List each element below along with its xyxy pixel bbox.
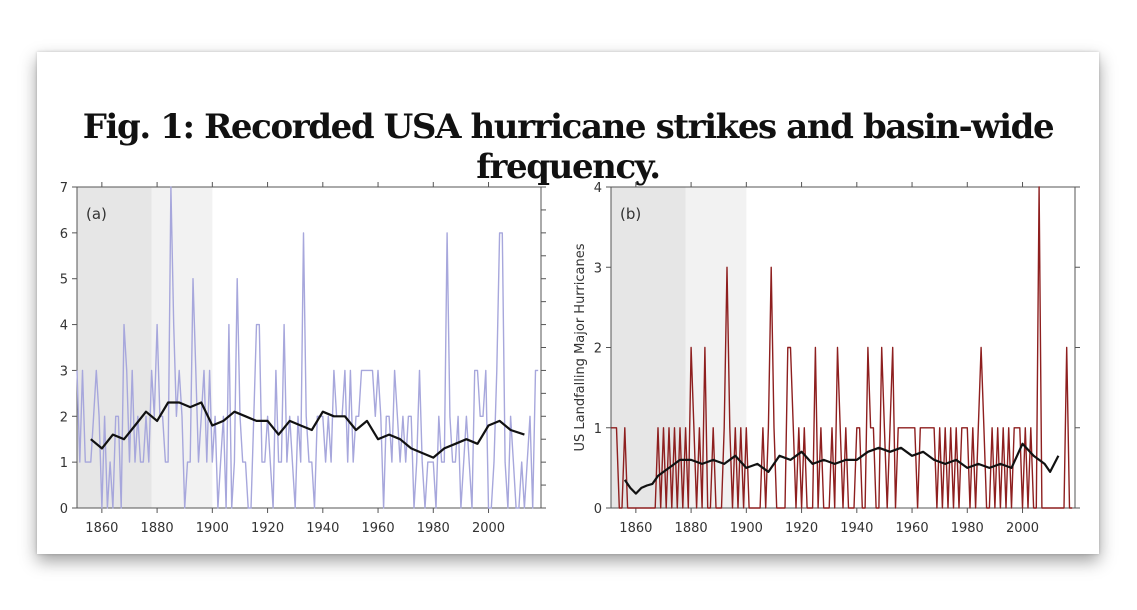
y-tick-label: 0 <box>594 502 602 517</box>
x-tick-label: 1900 <box>730 521 763 536</box>
y-tick-label: 3 <box>60 364 68 379</box>
running-mean-line <box>623 442 1060 495</box>
running-mean-line <box>90 401 525 459</box>
x-tick-label: 1980 <box>951 521 984 536</box>
x-tick-label: 1860 <box>619 521 652 536</box>
panel-label: (b) <box>620 205 641 223</box>
y-tick-label: 5 <box>60 273 68 288</box>
x-tick-label: 1960 <box>896 521 929 536</box>
x-tick-label: 2000 <box>1006 521 1039 536</box>
x-tick-label: 1880 <box>141 521 174 536</box>
shaded-period <box>151 187 213 508</box>
shaded-period <box>611 187 686 508</box>
annual-series-line <box>611 186 1073 509</box>
y-tick-label: 0 <box>60 502 68 517</box>
y-tick-label: 3 <box>594 261 602 276</box>
x-tick-label: 1860 <box>85 521 118 536</box>
y-tick-label: 4 <box>594 181 602 196</box>
x-tick-label: 1960 <box>362 521 395 536</box>
figure-card: Fig. 1: Recorded USA hurricane strikes a… <box>37 52 1099 554</box>
y-tick-label: 1 <box>594 422 602 437</box>
x-tick-label: 1920 <box>251 521 284 536</box>
figure-title: Fig. 1: Recorded USA hurricane strikes a… <box>82 107 1055 187</box>
x-tick-label: 2000 <box>472 521 505 536</box>
y-tick-label: 6 <box>60 227 68 242</box>
x-tick-label: 1900 <box>196 521 229 536</box>
x-tick-label: 1980 <box>417 521 450 536</box>
y-tick-label: 2 <box>60 410 68 425</box>
y-tick-label: 4 <box>60 319 68 334</box>
x-tick-label: 1880 <box>675 521 708 536</box>
x-tick-label: 1940 <box>840 521 873 536</box>
annual-series-line <box>76 186 539 509</box>
panel-label: (a) <box>86 205 107 223</box>
y-axis-title: US Landfalling Major Hurricanes <box>573 243 588 451</box>
y-tick-label: 7 <box>60 181 68 196</box>
y-tick-label: 1 <box>60 456 68 471</box>
x-tick-label: 1940 <box>306 521 339 536</box>
x-tick-label: 1920 <box>785 521 818 536</box>
y-tick-label: 2 <box>594 342 602 357</box>
